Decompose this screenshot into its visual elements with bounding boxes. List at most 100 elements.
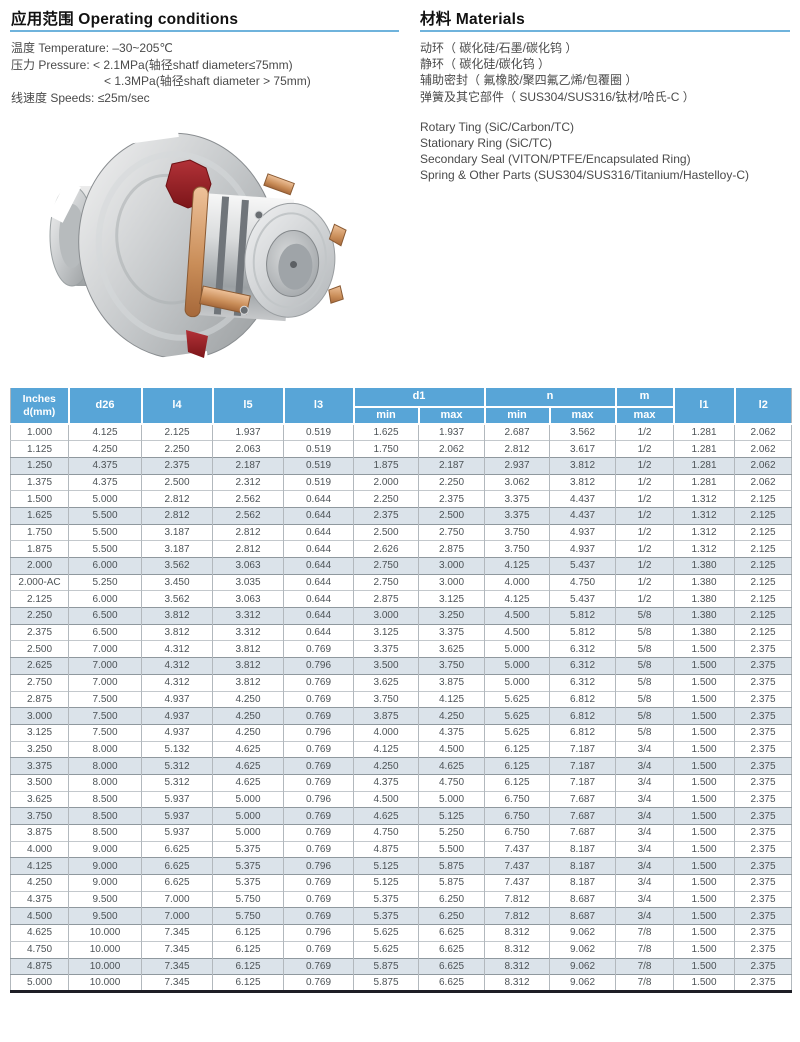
cell-d1-min: 5.625	[353, 924, 419, 942]
cell-d26: 9.500	[68, 907, 142, 925]
cell-l4: 6.625	[141, 874, 213, 892]
cell-l5: 3.312	[212, 607, 284, 625]
cell-n-min: 8.312	[484, 924, 550, 942]
col-header-m: m	[614, 388, 675, 408]
cell-d1-min: 2.250	[353, 490, 419, 508]
cell-inches: 1.250	[26, 460, 53, 472]
cell-l4: 2.125	[141, 424, 213, 441]
cell-d1-max: 5.875	[418, 857, 485, 875]
cell-m-max: 3/4	[615, 907, 674, 925]
cell-n-max: 3.617	[548, 440, 616, 458]
cell-d1-min: 5.375	[353, 891, 419, 908]
table-row: 1.750 5.500 3.187 2.812 0.644 2.500 2.750 3.750…	[10, 524, 792, 541]
cell-m-max: 3/4	[615, 891, 674, 908]
cell-l1: 1.500	[673, 741, 735, 758]
cell-l1: 1.500	[673, 907, 735, 925]
cell-inches: 2.000	[26, 560, 53, 572]
cell-inches: 2.500	[26, 643, 53, 655]
cell-d1-min: 2.000	[353, 474, 419, 491]
cell-d1-max: 5.000	[418, 791, 485, 808]
cell-d1-max: 4.375	[418, 724, 485, 742]
cell-m-max: 5/8	[615, 707, 674, 725]
cell-n-min: 6.125	[484, 774, 550, 792]
cell-d26: 10.000	[68, 924, 142, 942]
table-row: 3.875 8.500 5.937 5.000 0.769 4.750 5.250 6.750…	[10, 824, 792, 842]
cell-d26: 5.500	[68, 524, 142, 541]
cell-n-min: 7.812	[484, 891, 550, 908]
cell-n-min: 4.125	[484, 557, 550, 575]
cell-n-min: 5.000	[484, 674, 550, 691]
cell-n-max: 3.562	[548, 424, 616, 441]
cell-l4: 3.812	[141, 624, 213, 641]
cell-inches: 3.250	[26, 743, 53, 755]
cell-l2: 2.375	[734, 891, 792, 908]
cell-l2: 2.125	[734, 540, 792, 558]
cell-l4: 5.312	[141, 774, 213, 792]
dimension-table: Inches d(mm) d26 l4 l5 l3 d1 n m l1 l2 m…	[10, 388, 793, 993]
cell-n-min: 4.500	[484, 607, 550, 625]
cell-l4: 3.562	[141, 557, 213, 575]
table-row: 1.375 4.375 2.500 2.312 0.519 2.000 2.250 3.062…	[10, 474, 792, 491]
cell-m-max: 1/2	[615, 457, 674, 475]
cell-l2: 2.125	[734, 507, 792, 525]
cell-l3: 0.519	[283, 424, 354, 441]
cell-inches: 2.375	[26, 627, 53, 639]
cell-inches: 2.750	[26, 677, 53, 689]
cell-n-min: 5.000	[484, 657, 550, 675]
cell-d26: 4.125	[68, 424, 142, 441]
cell-d1-min: 1.875	[353, 457, 419, 475]
cell-l3: 0.519	[283, 474, 354, 491]
col-header-l1: l1	[672, 388, 736, 425]
table-row: 2.875 7.500 4.937 4.250 0.769 3.750 4.125 5.625…	[10, 691, 792, 708]
cell-n-max: 7.187	[548, 741, 616, 758]
cell-l5: 5.000	[212, 791, 284, 808]
cell-l2: 2.375	[734, 824, 792, 842]
cell-n-max: 7.187	[548, 774, 616, 792]
table-row: 4.125 9.000 6.625 5.375 0.796 5.125 5.875 7.437…	[10, 857, 792, 875]
cell-inches: 4.125	[26, 860, 53, 872]
cell-l5: 2.312	[212, 474, 284, 491]
cell-l1: 1.500	[673, 791, 735, 808]
cell-l3: 0.769	[283, 891, 354, 908]
cell-l5: 2.187	[212, 457, 284, 475]
cell-l2: 2.375	[734, 924, 792, 942]
col-header-n-min: min	[483, 406, 551, 425]
cell-n-min: 4.000	[484, 574, 550, 591]
cell-inches: 3.625	[26, 793, 53, 805]
cell-m-max: 1/2	[615, 424, 674, 441]
cell-inches: 1.375	[26, 476, 53, 488]
cell-d26: 8.500	[68, 791, 142, 808]
cell-l2: 2.062	[734, 440, 792, 458]
cell-d26: 8.000	[68, 774, 142, 792]
cell-l1: 1.500	[673, 891, 735, 908]
cell-n-max: 4.437	[548, 507, 616, 525]
cell-d26: 8.500	[68, 807, 142, 825]
cell-n-min: 7.437	[484, 841, 550, 858]
cell-d1-min: 3.625	[353, 674, 419, 691]
col-header-d1-max: max	[417, 406, 486, 425]
cell-l5: 6.125	[212, 958, 284, 975]
table-row: 3.375 8.000 5.312 4.625 0.769 4.250 4.625 6.125…	[10, 757, 792, 775]
table-row: 4.625 10.000 7.345 6.125 0.796 5.625 6.625 8.31…	[10, 924, 792, 942]
cell-d1-max: 6.625	[418, 924, 485, 942]
cell-d1-max: 2.750	[418, 524, 485, 541]
cell-m-max: 1/2	[615, 540, 674, 558]
cell-d1-min: 1.625	[353, 424, 419, 441]
cell-m-max: 5/8	[615, 607, 674, 625]
temperature-spec: 温度 Temperature: –30~205℃	[11, 41, 173, 55]
cell-l4: 3.450	[141, 574, 213, 591]
cell-inches: 3.875	[26, 827, 53, 839]
cell-l4: 3.562	[141, 590, 213, 608]
cell-l2: 2.375	[734, 857, 792, 875]
cell-n-max: 6.812	[548, 691, 616, 708]
operating-conditions-list: 温度 Temperature: –30~205℃ 压力 Pressure: < …	[11, 40, 311, 106]
cell-l3: 0.644	[283, 524, 354, 541]
table-row: 4.375 9.500 7.000 5.750 0.769 5.375 6.250 7.812…	[10, 891, 792, 908]
cell-l5: 4.625	[212, 757, 284, 775]
material-secondary-seal-en: Secondary Seal (VITON/PTFE/Encapsulated …	[420, 152, 691, 167]
cell-l2: 2.375	[734, 774, 792, 792]
table-row: 4.750 10.000 7.345 6.125 0.769 5.625 6.625 8.31…	[10, 941, 792, 958]
material-rotary-ring-en: Rotary Ting (SiC/Carbon/TC)	[420, 119, 575, 134]
cell-n-max: 9.062	[548, 958, 616, 975]
cell-inches: 4.250	[26, 877, 53, 889]
